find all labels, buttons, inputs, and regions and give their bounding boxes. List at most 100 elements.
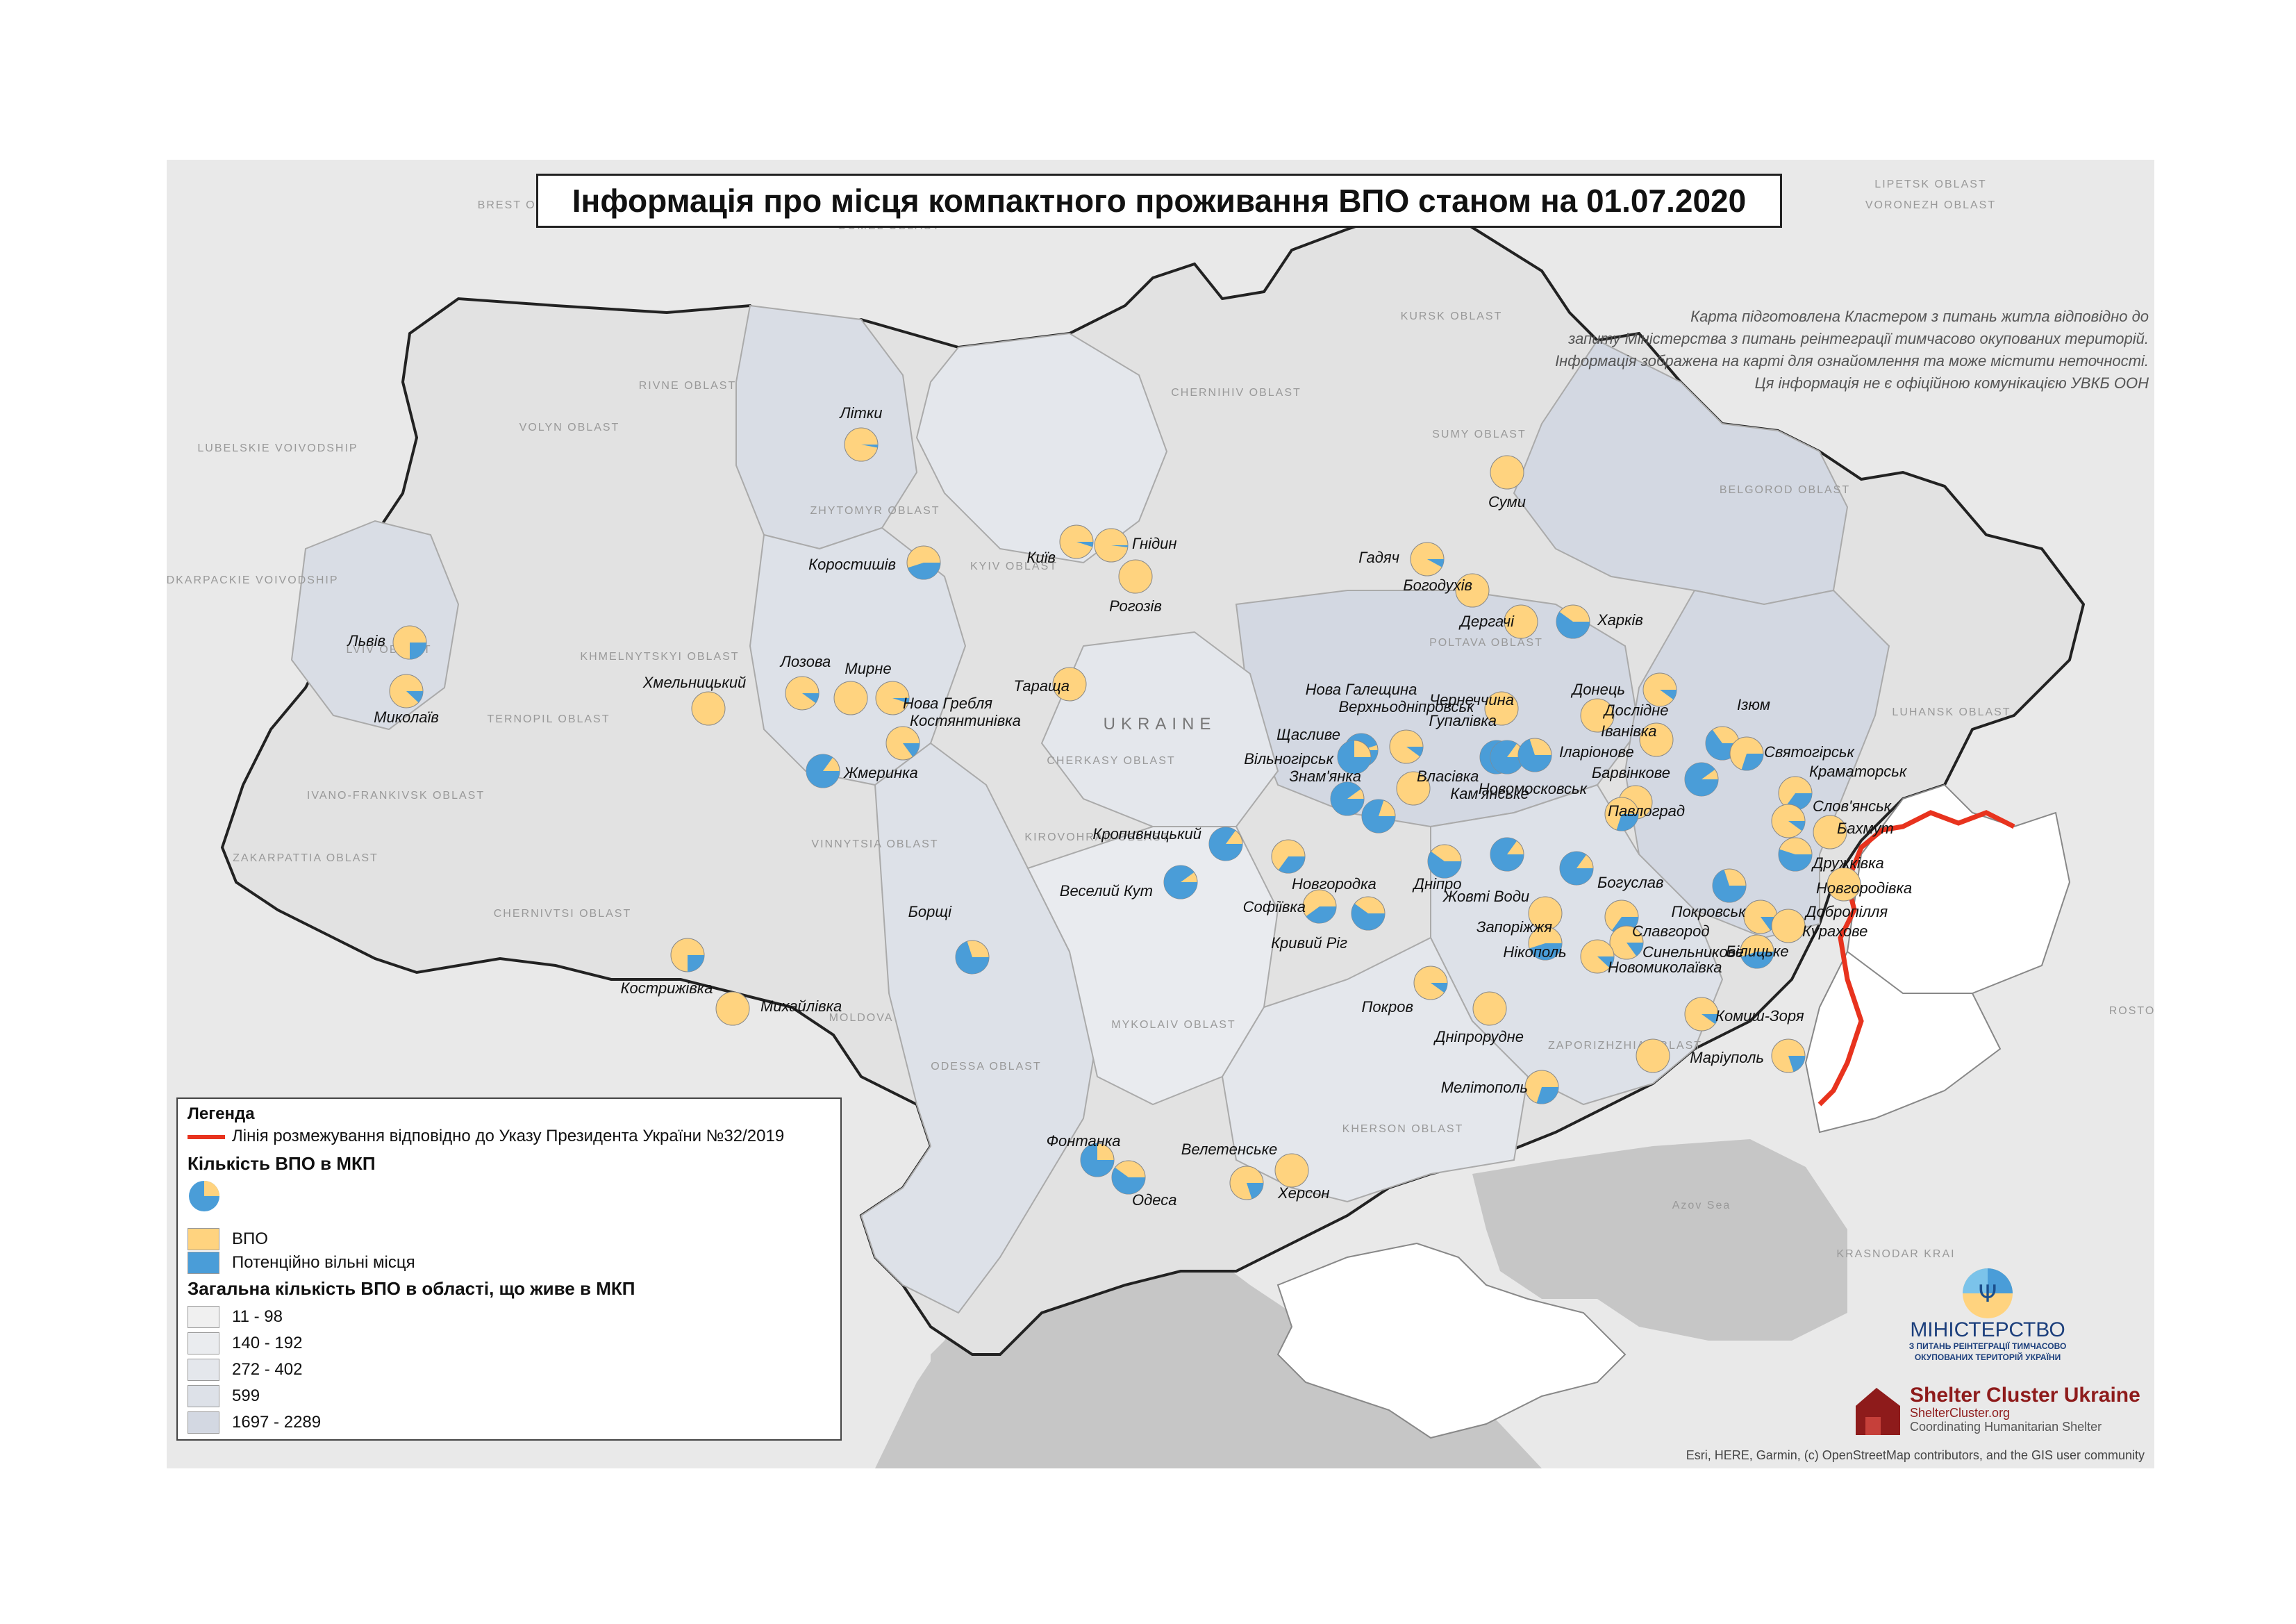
site-pie[interactable]: [1111, 1160, 1146, 1195]
site-pie[interactable]: [1396, 771, 1431, 806]
site-pie[interactable]: [1410, 542, 1445, 577]
site-pie[interactable]: [1274, 1153, 1309, 1188]
site-pie[interactable]: [1361, 799, 1396, 834]
site-pie[interactable]: [1413, 966, 1448, 1000]
site-pie[interactable]: [1771, 909, 1806, 943]
site-pie[interactable]: [1528, 926, 1563, 961]
ministry-logo: Ψ МІНІСТЕРСТВО З ПИТАНЬ РЕІНТЕГРАЦІЇ ТИМ…: [1883, 1267, 2113, 1364]
site-pie[interactable]: [875, 681, 910, 715]
site-pie[interactable]: [806, 754, 840, 788]
disclaimer-line: Інформація зображена на карті для ознайо…: [1555, 352, 2149, 370]
legend-class-swatch: [188, 1332, 219, 1354]
site-pie[interactable]: [1427, 844, 1462, 879]
site-pie[interactable]: [715, 991, 750, 1026]
site-pie[interactable]: [1455, 573, 1490, 608]
site-pie[interactable]: [1163, 865, 1198, 900]
site-pie[interactable]: [1639, 722, 1674, 757]
site-pie[interactable]: [1712, 868, 1747, 903]
site-pie[interactable]: [1604, 797, 1639, 831]
background-label: KURSK OBLAST: [1401, 310, 1503, 322]
site-pie[interactable]: [1490, 740, 1524, 774]
site-pie[interactable]: [1472, 991, 1507, 1026]
site-pie[interactable]: [1094, 528, 1129, 563]
site-labels: Літки Коростишів Київ Гнідин Рогозів Суми Гадя…: [346, 404, 1912, 1209]
site-pie[interactable]: [1080, 1143, 1115, 1177]
site-pie[interactable]: [1827, 867, 1861, 902]
site-pie[interactable]: [1389, 729, 1424, 764]
site-pie[interactable]: [1778, 837, 1813, 872]
background-label: LUHANSK OBLAST: [1892, 706, 2011, 718]
site-pie[interactable]: [1556, 604, 1590, 639]
pie-vacant-slice: [1351, 903, 1385, 931]
pie-vacant-slice: [1518, 739, 1552, 772]
site-pie[interactable]: [1729, 736, 1764, 771]
background-label: ODESSA OBLAST: [931, 1061, 1041, 1072]
site-label: Михайлівка: [760, 997, 842, 1015]
pie-vacant-slice: [1247, 1183, 1263, 1199]
pie-vacant-slice: [1111, 545, 1128, 548]
site-pie[interactable]: [1642, 672, 1677, 707]
site-pie[interactable]: [1330, 781, 1365, 816]
site-pie[interactable]: [1118, 559, 1153, 594]
site-pie[interactable]: [1609, 925, 1644, 960]
site-pie[interactable]: [1684, 997, 1719, 1031]
site-pie[interactable]: [906, 545, 941, 580]
odesa-oblast: [860, 742, 1099, 1314]
site-pie[interactable]: [1302, 889, 1337, 924]
site-pie[interactable]: [1559, 851, 1594, 886]
pie-idp-slice: [1455, 573, 1490, 608]
site-pie[interactable]: [1636, 1038, 1670, 1073]
site-pie[interactable]: [1684, 762, 1719, 797]
site-label: Жмеринка: [843, 764, 918, 781]
site-pie[interactable]: [1059, 524, 1094, 559]
pie-idp-slice: [1118, 559, 1153, 594]
site-pie[interactable]: [1351, 896, 1386, 931]
site-pie[interactable]: [1271, 839, 1306, 874]
site-label: Коростишів: [808, 556, 896, 573]
site-pie[interactable]: [885, 726, 920, 761]
site-pie[interactable]: [1504, 604, 1538, 639]
pie-vacant-slice: [1428, 851, 1461, 878]
site-pie[interactable]: [955, 940, 990, 975]
background-label: KHERSON OBLAST: [1342, 1123, 1464, 1135]
site-pie[interactable]: [670, 938, 705, 972]
pie-idp-slice: [1827, 867, 1861, 902]
site-pie[interactable]: [1580, 939, 1615, 974]
background-label: VOLYN OBLAST: [519, 422, 620, 433]
site-pie[interactable]: [1229, 1166, 1264, 1200]
site-pie[interactable]: [1490, 837, 1524, 872]
site-pie[interactable]: [844, 427, 879, 462]
site-pie[interactable]: [1524, 1070, 1559, 1104]
site-pie[interactable]: [1771, 804, 1806, 838]
pie-vacant-slice: [806, 754, 840, 788]
site-pie[interactable]: [785, 676, 820, 711]
legend-class-swatch: [188, 1306, 219, 1328]
legend-idp-swatch: [188, 1228, 219, 1250]
pie-idp-slice: [1504, 604, 1538, 639]
site-label: Нова Гребля: [903, 695, 992, 712]
pie-vacant-slice: [1112, 1167, 1145, 1194]
site-pie[interactable]: [1337, 740, 1372, 774]
site-pie[interactable]: [392, 625, 427, 660]
site-pie[interactable]: [1813, 815, 1847, 850]
background-label: VORONEZH OBLAST: [1865, 199, 1996, 211]
site-pie[interactable]: [389, 674, 424, 709]
background-label: ZAKARPATTIA OBLAST: [233, 852, 378, 864]
site-pie[interactable]: [1208, 827, 1243, 861]
site-pie[interactable]: [1484, 691, 1519, 726]
crimea: [1276, 1242, 1627, 1439]
site-label: Веселий Кут: [1060, 882, 1153, 900]
site-pie[interactable]: [1052, 667, 1087, 702]
legend: Легенда Лінія розмежування відповідно до…: [176, 1097, 842, 1441]
site-pie[interactable]: [1490, 455, 1524, 490]
site-pie[interactable]: [1771, 1038, 1806, 1073]
site-pie[interactable]: [1740, 934, 1774, 969]
site-pie[interactable]: [691, 691, 726, 726]
pie-vacant-slice: [1536, 1087, 1558, 1104]
site-pie[interactable]: [1580, 698, 1615, 733]
site-pie[interactable]: [833, 681, 868, 715]
site-pie[interactable]: [1517, 738, 1552, 772]
site-label: Нікополь: [1503, 943, 1566, 961]
pie-vacant-slice: [1597, 956, 1614, 968]
